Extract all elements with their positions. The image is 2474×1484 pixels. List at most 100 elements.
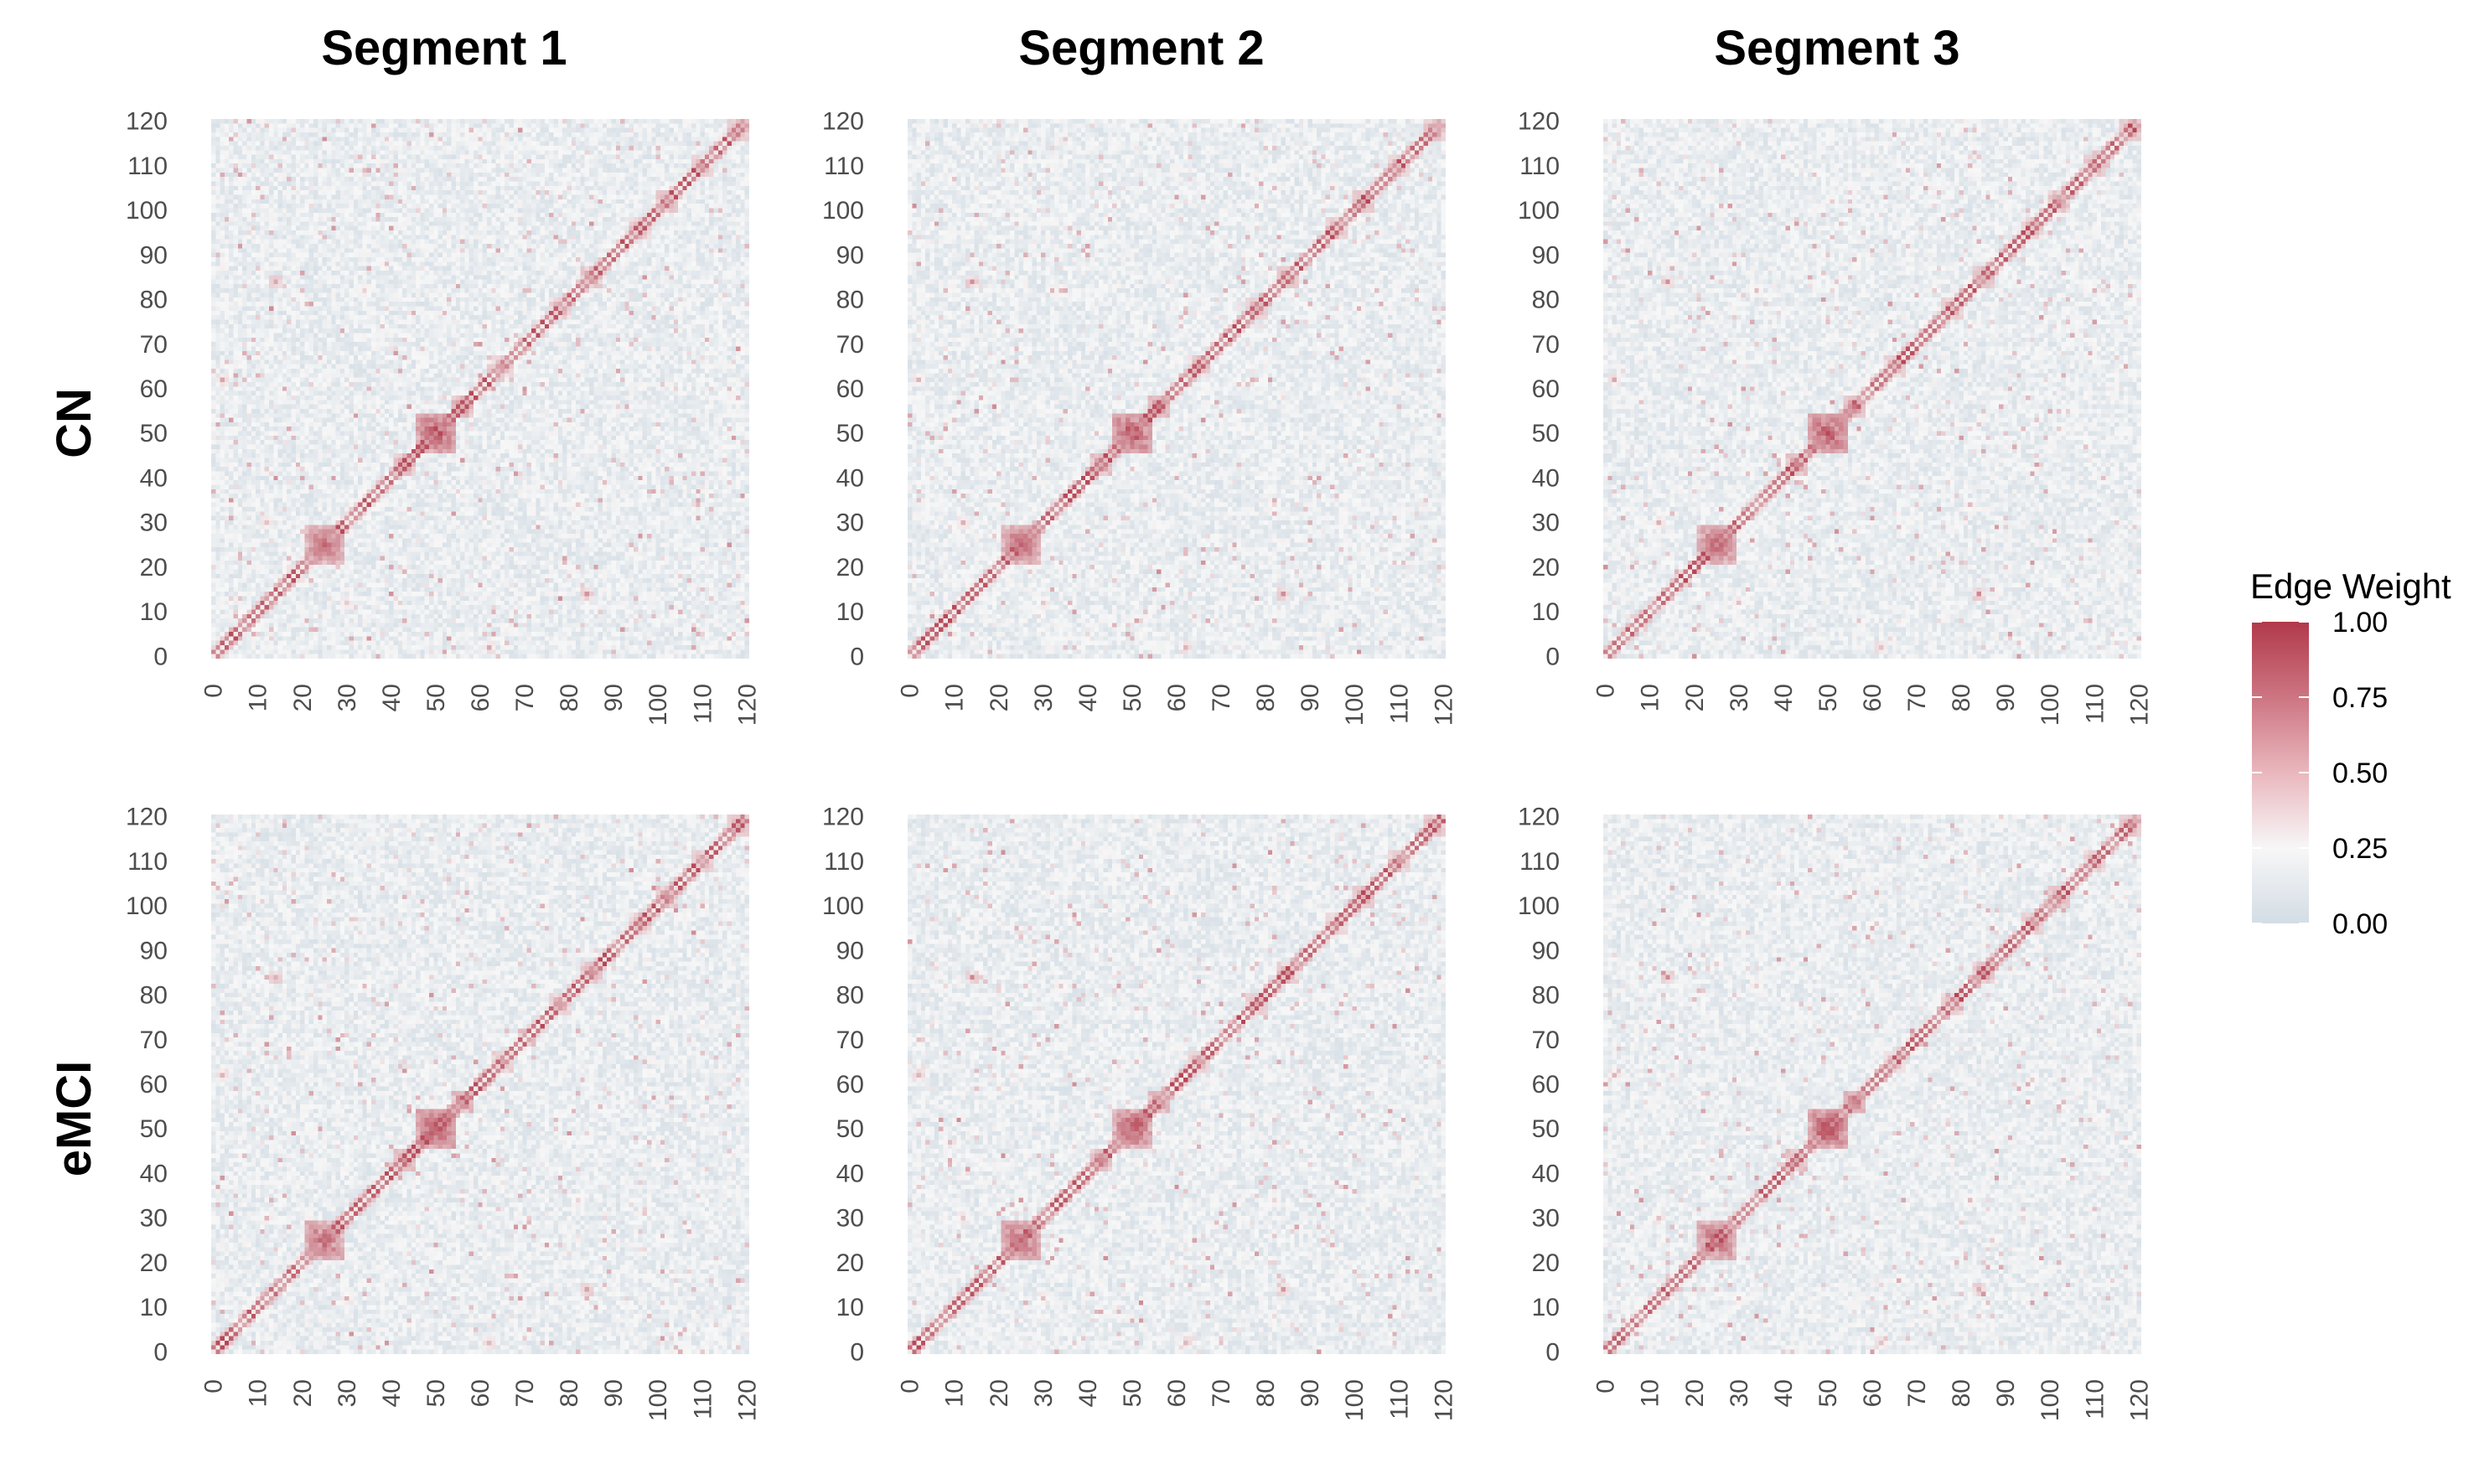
legend-tick-label: 0.50 (2332, 758, 2388, 789)
x-tick-label: 20 (986, 684, 1013, 711)
y-tick-label: 30 (140, 509, 168, 537)
y-tick-label: 110 (1519, 153, 1560, 180)
col-title-2: Segment 2 (1018, 21, 1264, 75)
y-tick-label: 90 (1532, 241, 1560, 269)
y-tick-label: 10 (836, 1294, 864, 1321)
x-tick-label: 0 (200, 1379, 228, 1394)
x-tick-label: 110 (1385, 684, 1413, 724)
y-tick-label: 10 (140, 598, 168, 626)
y-tick-label: 50 (1532, 1115, 1560, 1143)
x-tick-label: 50 (1814, 684, 1842, 711)
col-title-3: Segment 3 (1714, 21, 1959, 75)
y-tick-label: 100 (126, 892, 168, 920)
legend-tick-label: 1.00 (2332, 607, 2388, 639)
x-tick-label: 40 (1770, 684, 1798, 711)
y-tick-label: 100 (126, 197, 168, 225)
y-tick-label: 70 (140, 331, 168, 359)
y-tick-label: 60 (140, 375, 168, 403)
y-tick-label: 80 (140, 982, 168, 1010)
y-tick-label: 70 (1532, 331, 1560, 359)
x-tick-label: 80 (1252, 684, 1280, 711)
x-tick-label: 10 (245, 684, 272, 711)
x-tick-label: 30 (1726, 1379, 1753, 1407)
y-tick-label: 50 (836, 420, 864, 447)
row-title-cn: CN (47, 388, 101, 458)
x-tick-label: 0 (200, 684, 228, 698)
x-tick-label: 60 (467, 684, 494, 711)
x-tick-label: 80 (556, 1379, 583, 1407)
x-tick-label: 90 (600, 684, 628, 711)
y-tick-label: 10 (140, 1294, 168, 1321)
x-tick-label: 40 (1770, 1379, 1798, 1407)
y-tick-label: 60 (836, 375, 864, 403)
x-tick-label: 110 (689, 1379, 717, 1419)
y-tick-label: 30 (836, 509, 864, 537)
y-tick-label: 40 (140, 1160, 168, 1187)
y-tick-label: 40 (836, 1160, 864, 1187)
y-tick-label: 0 (153, 643, 168, 670)
x-tick-label: 60 (1163, 1379, 1191, 1407)
y-tick-label: 70 (1532, 1026, 1560, 1054)
y-tick-label: 120 (1518, 108, 1560, 136)
y-tick-label: 0 (1545, 643, 1560, 670)
x-tick-label: 20 (289, 1379, 317, 1407)
x-tick-label: 90 (1297, 1379, 1324, 1407)
heatmap-cn-segment-2: 0 10 20 30 40 50 60 70 80 90 100 110 120 0 10 20 30 40 50 6… (822, 108, 1457, 726)
y-tick-label: 40 (836, 464, 864, 492)
y-tick-label: 50 (1532, 420, 1560, 447)
y-tick-label: 80 (836, 287, 864, 314)
y-tick-label: 70 (836, 1026, 864, 1054)
x-tick-label: 10 (1637, 684, 1664, 711)
x-tick-label: 60 (467, 1379, 494, 1407)
y-tick-label: 30 (1532, 509, 1560, 537)
x-tick-label: 110 (2081, 684, 2109, 724)
x-tick-label: 100 (2037, 1379, 2064, 1421)
legend: Edge Weight 1.00 0.75 0.50 0.25 0.00 (2250, 566, 2451, 940)
x-tick-label: 50 (1119, 1379, 1146, 1407)
heatmap-emci-segment-2: 0 10 20 30 40 50 60 70 80 90 100 110 120 0 10 20 30 40 50 6… (822, 804, 1457, 1421)
x-tick-label: 40 (1074, 684, 1102, 711)
heatmap-cells (211, 119, 749, 659)
y-tick-label: 40 (1532, 464, 1560, 492)
x-tick-label: 60 (1163, 684, 1191, 711)
x-tick-label: 110 (689, 684, 717, 724)
y-tick-label: 70 (836, 331, 864, 359)
x-tick-label: 100 (2037, 684, 2064, 726)
y-tick-label: 10 (1532, 1294, 1560, 1321)
row-title-emci: eMCI (47, 1061, 101, 1177)
col-title-1: Segment 1 (321, 21, 567, 75)
y-tick-label: 50 (140, 1115, 168, 1143)
x-tick-label: 30 (334, 684, 361, 711)
y-tick-label: 40 (1532, 1160, 1560, 1187)
x-tick-label: 10 (941, 1379, 969, 1407)
heatmap-emci-segment-3: 0 10 20 30 40 50 60 70 80 90 100 110 120 0 10 20 30 40 50 6… (1518, 804, 2153, 1421)
x-tick-label: 20 (1681, 684, 1709, 711)
heatmap-cn-segment-1: 0 10 20 30 40 50 60 70 80 90 100 110 120 0 10 20 30 40 50 6… (126, 108, 761, 726)
heatmap-emci-segment-1: 0 10 20 30 40 50 60 70 80 90 100 110 120 0 10 20 30 40 50 6… (126, 804, 761, 1421)
legend-title: Edge Weight (2250, 566, 2451, 606)
y-tick-label: 30 (1532, 1205, 1560, 1233)
y-tick-label: 80 (140, 287, 168, 314)
x-tick-label: 20 (986, 1379, 1013, 1407)
y-tick-label: 100 (1518, 892, 1560, 920)
y-tick-label: 20 (836, 1249, 864, 1277)
x-tick-label: 80 (1252, 1379, 1280, 1407)
y-tick-label: 120 (1518, 804, 1560, 831)
y-tick-label: 90 (836, 937, 864, 964)
x-tick-label: 100 (644, 684, 672, 726)
y-tick-label: 90 (836, 241, 864, 269)
x-tick-label: 60 (1859, 684, 1887, 711)
y-tick-label: 80 (1532, 287, 1560, 314)
x-tick-label: 20 (289, 684, 317, 711)
y-tick-label: 0 (1545, 1338, 1560, 1366)
x-tick-label: 0 (1592, 1379, 1620, 1394)
y-tick-label: 110 (824, 153, 864, 180)
legend-tick-label: 0.25 (2332, 833, 2388, 865)
y-tick-label: 20 (140, 554, 168, 582)
x-tick-label: 50 (1814, 1379, 1842, 1407)
x-tick-label: 50 (1119, 684, 1146, 711)
y-tick-label: 100 (1518, 197, 1560, 225)
y-tick-label: 90 (140, 937, 168, 964)
x-tick-label: 70 (1903, 1379, 1931, 1407)
